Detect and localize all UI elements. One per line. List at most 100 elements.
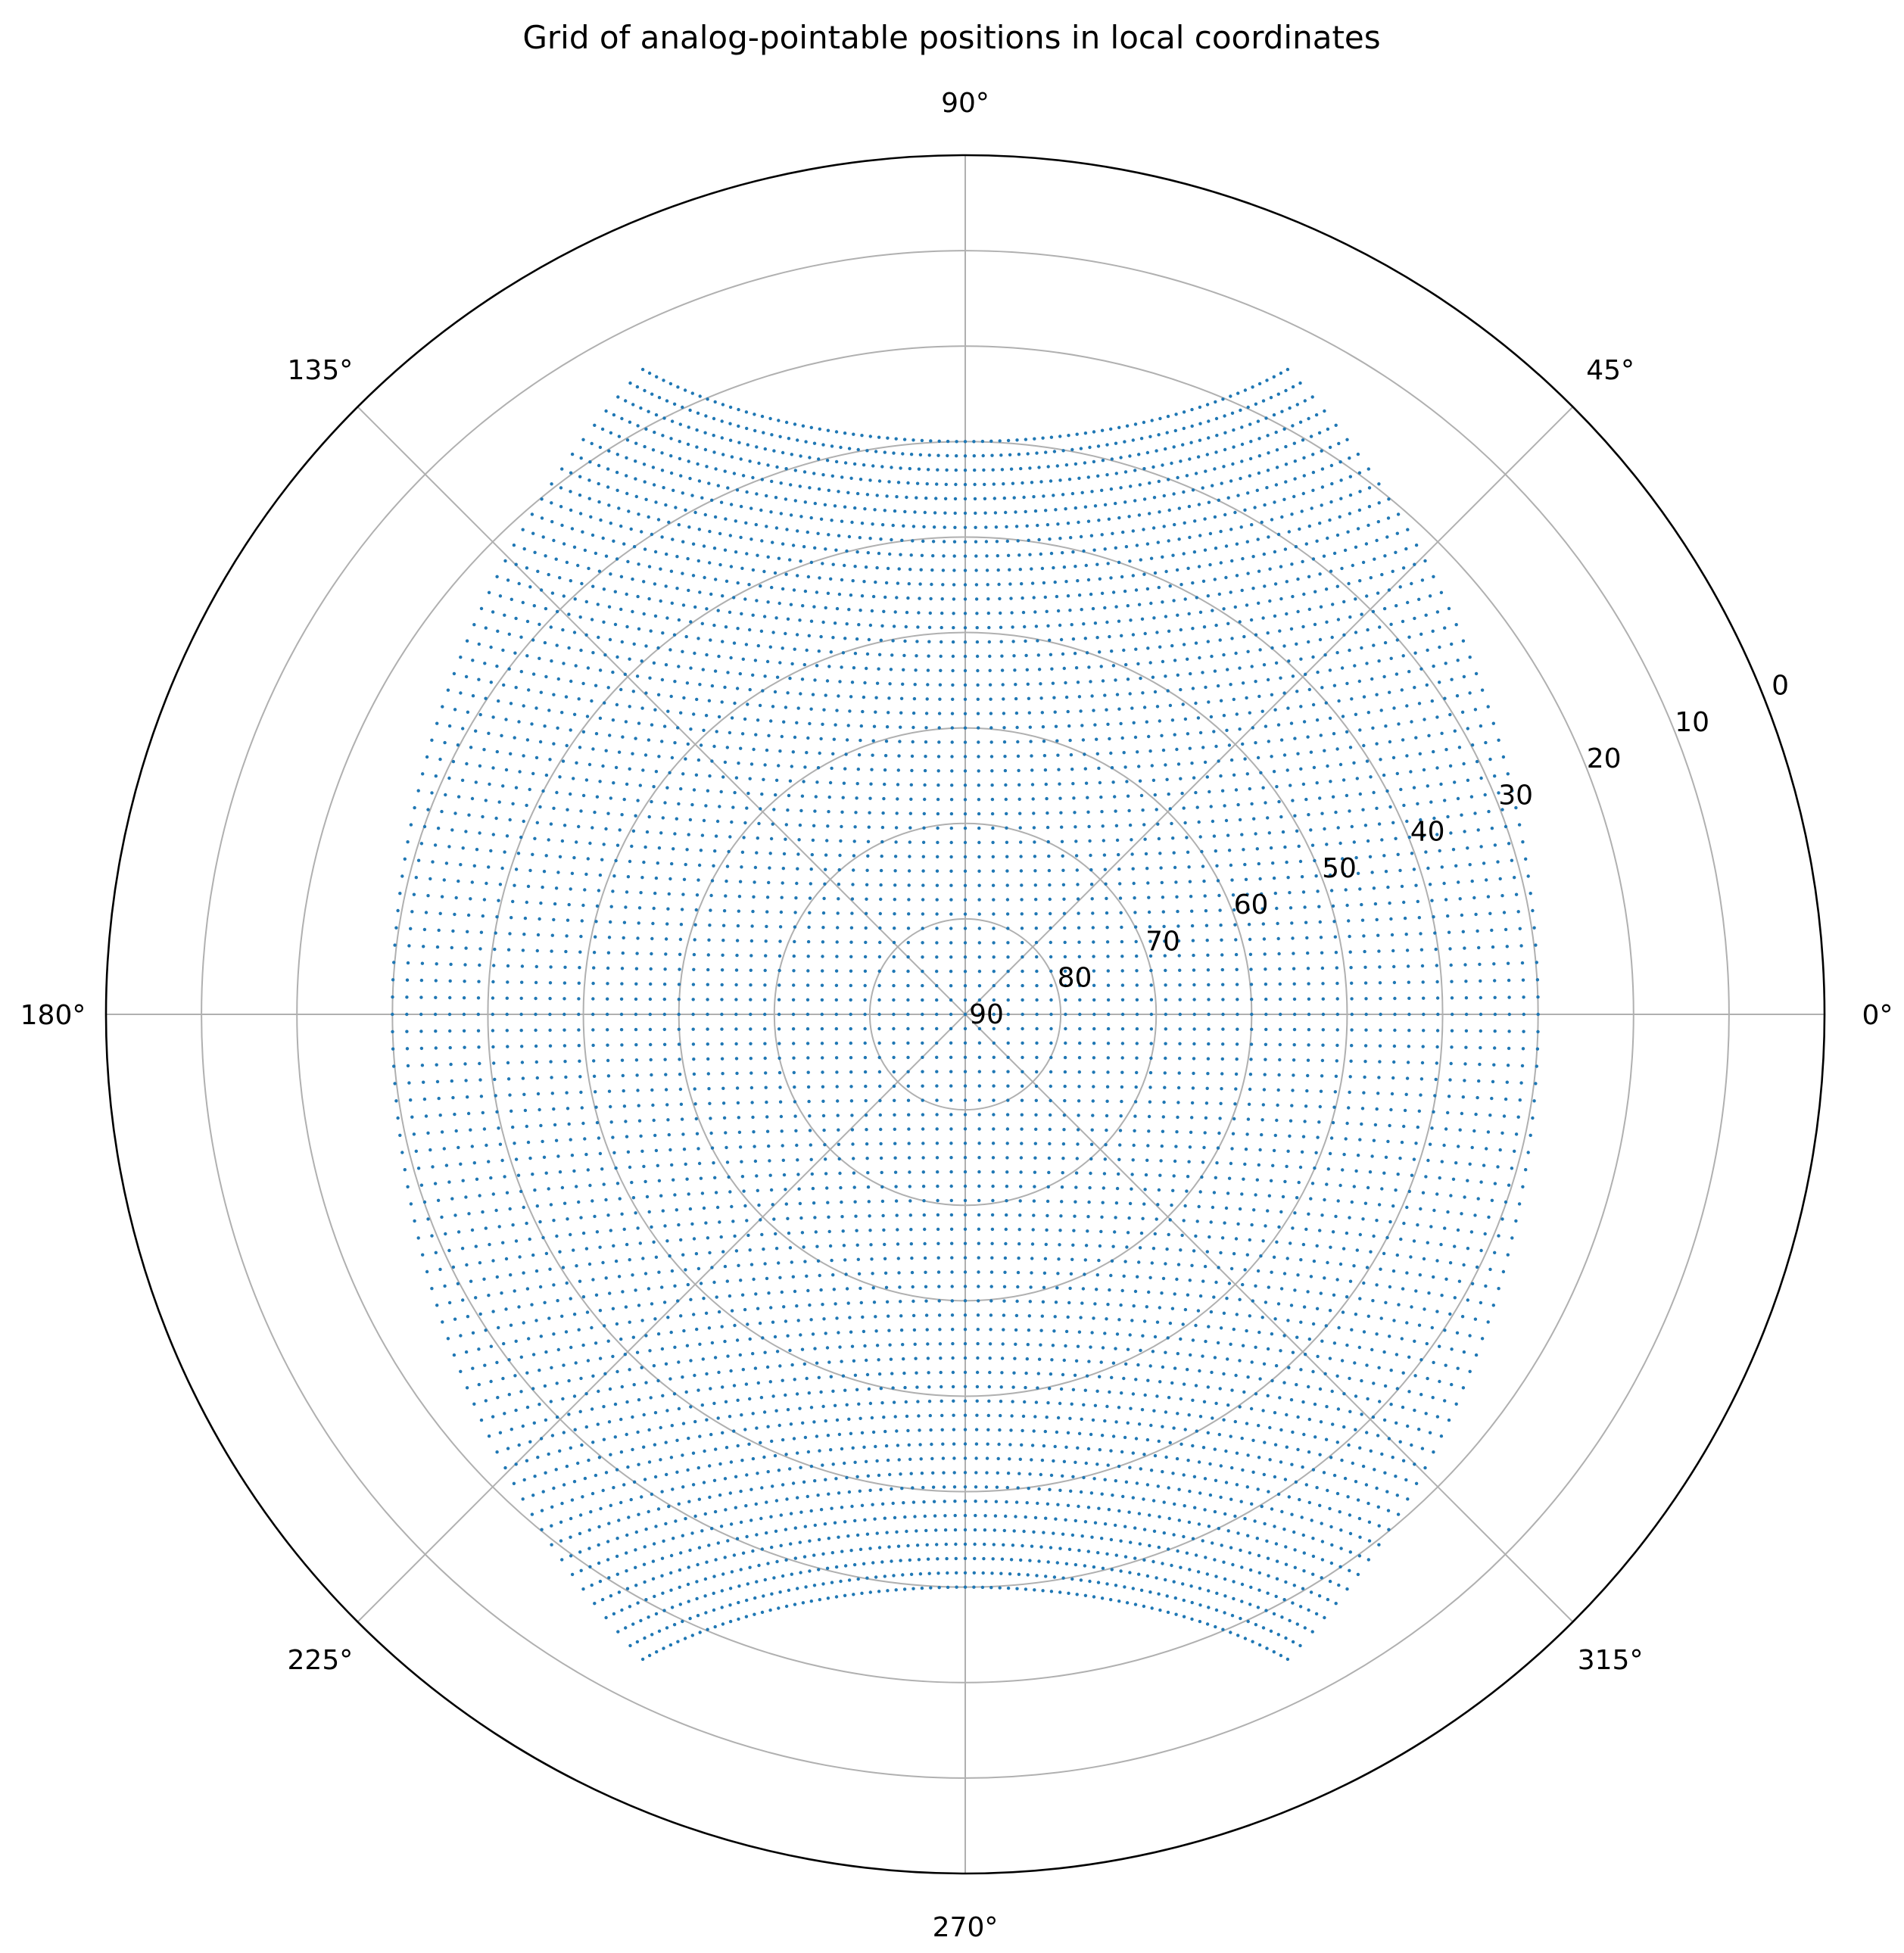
data-point <box>885 1300 890 1304</box>
data-point <box>1264 997 1268 1001</box>
data-point <box>1250 1012 1254 1017</box>
data-point <box>1439 1434 1444 1438</box>
data-point <box>1179 1337 1183 1341</box>
data-point <box>753 1596 757 1600</box>
data-point <box>1263 952 1267 956</box>
data-point <box>1081 738 1086 742</box>
data-point <box>1133 896 1136 900</box>
data-point <box>863 983 867 988</box>
data-point <box>1219 924 1223 927</box>
data-point <box>681 1422 686 1425</box>
data-point <box>663 1057 667 1061</box>
data-point <box>540 1528 544 1531</box>
data-point <box>728 1491 732 1495</box>
data-point <box>737 1584 741 1588</box>
data-point <box>428 1148 432 1152</box>
data-point <box>1180 1233 1184 1238</box>
data-point <box>1115 838 1120 843</box>
data-point <box>845 1403 849 1407</box>
data-point <box>1504 1200 1508 1204</box>
data-point <box>1152 1409 1156 1413</box>
data-point <box>1150 1261 1155 1265</box>
data-point <box>1000 1371 1004 1375</box>
data-point <box>491 1012 494 1017</box>
data-point <box>896 783 900 786</box>
data-point <box>704 1221 708 1225</box>
data-point <box>893 1127 897 1132</box>
data-point <box>865 1576 869 1580</box>
data-point <box>1060 839 1064 844</box>
data-point <box>471 694 475 698</box>
data-point <box>497 899 500 902</box>
data-point <box>1213 1447 1217 1451</box>
data-point <box>567 902 571 907</box>
data-point <box>1320 811 1324 815</box>
data-point <box>702 1297 706 1300</box>
data-point <box>1378 965 1382 969</box>
data-point <box>986 1442 989 1446</box>
data-point <box>474 780 478 784</box>
data-point <box>1348 1550 1353 1554</box>
data-point <box>738 880 743 883</box>
data-point <box>1035 1026 1039 1031</box>
data-point <box>663 1224 667 1228</box>
data-point <box>1059 811 1063 815</box>
data-point <box>714 1191 718 1195</box>
data-point <box>743 1307 747 1312</box>
data-point <box>677 1406 681 1411</box>
data-point <box>1369 1449 1373 1453</box>
data-point <box>1272 770 1276 774</box>
data-point <box>1048 1487 1052 1492</box>
data-point <box>877 998 881 1002</box>
data-point <box>1484 1284 1488 1288</box>
data-point <box>1412 786 1416 790</box>
data-point <box>1058 1243 1061 1247</box>
data-point <box>1006 1084 1010 1088</box>
data-point <box>1321 1028 1326 1032</box>
data-point <box>1400 884 1404 889</box>
data-point <box>628 1368 631 1372</box>
data-point <box>838 853 842 858</box>
data-point <box>877 1546 882 1550</box>
data-point <box>561 759 566 763</box>
data-point <box>1002 1313 1006 1317</box>
data-point <box>1372 1138 1376 1142</box>
data-point <box>1334 810 1338 815</box>
data-point <box>1390 933 1395 937</box>
data-point <box>1102 1172 1107 1176</box>
data-point <box>661 1394 665 1398</box>
data-point <box>687 1192 690 1196</box>
data-point <box>781 881 784 885</box>
data-point <box>1044 1516 1048 1520</box>
data-point <box>1066 1315 1070 1319</box>
data-point <box>1338 762 1343 767</box>
data-point <box>1490 928 1494 933</box>
data-point <box>1216 1341 1220 1345</box>
data-point <box>634 1530 638 1534</box>
data-point <box>1135 998 1139 1002</box>
data-point <box>793 1100 797 1104</box>
data-point <box>631 1447 634 1452</box>
data-point <box>855 1229 859 1232</box>
data-point <box>1004 783 1008 787</box>
data-point <box>950 1285 954 1288</box>
data-point <box>430 1287 434 1291</box>
data-point <box>1176 924 1180 928</box>
data-point <box>535 821 539 825</box>
data-point <box>1361 808 1365 811</box>
data-point <box>1047 868 1052 873</box>
data-point <box>1261 1118 1264 1122</box>
data-point <box>1207 1012 1211 1017</box>
data-point <box>696 1388 700 1392</box>
data-point <box>632 1383 636 1387</box>
data-point <box>796 1587 799 1590</box>
data-point <box>737 762 740 765</box>
data-point <box>821 1582 825 1586</box>
data-point <box>1444 1127 1448 1131</box>
data-point <box>1270 755 1273 758</box>
data-point <box>1059 1214 1063 1218</box>
data-point <box>878 1098 882 1103</box>
data-point <box>662 1539 665 1543</box>
data-point <box>963 970 968 973</box>
data-point <box>1242 1177 1245 1181</box>
